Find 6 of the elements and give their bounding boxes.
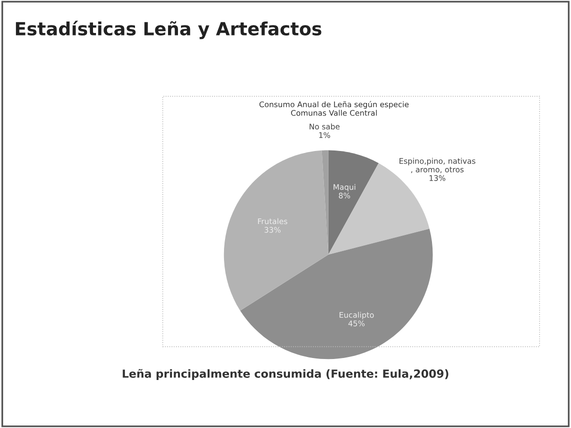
pie-slice	[328, 150, 379, 255]
chart-title: Estadísticas Leña y Artefactos	[16, 20, 322, 40]
pie-slice	[322, 150, 328, 255]
pie-slice	[224, 150, 328, 311]
pie-slice	[240, 228, 433, 360]
text: Leña principalmente consumida (Fuente: Eula,2009)	[122, 369, 448, 380]
